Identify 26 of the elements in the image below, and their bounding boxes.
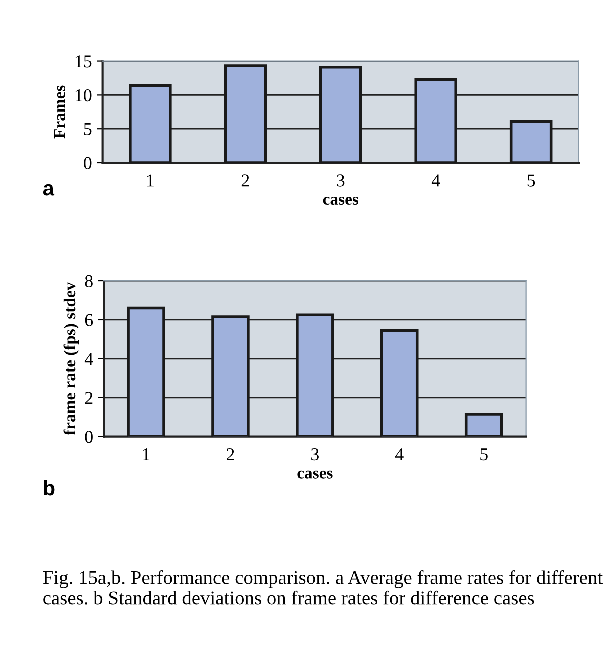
text: a — [43, 184, 55, 196]
y-tick-label: 6 — [85, 314, 94, 326]
y-tick-label: 5 — [84, 124, 92, 136]
x-tick-label: 5 — [528, 174, 536, 187]
x-tick-label: 3 — [312, 448, 319, 461]
y-tick-label: 4 — [84, 353, 94, 366]
x-tick-label: 2 — [242, 174, 250, 187]
x-tick-label: 3 — [337, 174, 345, 187]
x-axis-title: cases — [298, 470, 333, 479]
x-tick-label: 4 — [432, 174, 440, 187]
y-tick-label: 15 — [76, 56, 92, 68]
y-tick-label: 0 — [84, 157, 92, 170]
y-axis-title: Frames — [54, 86, 66, 139]
x-axis-title: cases — [323, 196, 359, 205]
y-tick-label: 10 — [76, 89, 92, 102]
y-tick-label: 2 — [85, 392, 93, 404]
text: b — [44, 480, 55, 496]
caption: Fig. 15a,b. Performance comparison. a Average frame rates for different cases. b Standard deviations on frame rates for difference cases — [43, 570, 603, 605]
y-tick-label: 8 — [85, 275, 93, 288]
x-tick-label: 5 — [480, 448, 488, 461]
x-tick-label: 1 — [143, 448, 150, 460]
x-tick-label: 2 — [227, 448, 234, 460]
y-axis-title: frame rate (fps) stdev — [64, 282, 80, 436]
x-tick-label: 4 — [395, 448, 404, 460]
x-tick-label: 1 — [148, 174, 154, 187]
y-tick-label: 0 — [85, 431, 93, 444]
